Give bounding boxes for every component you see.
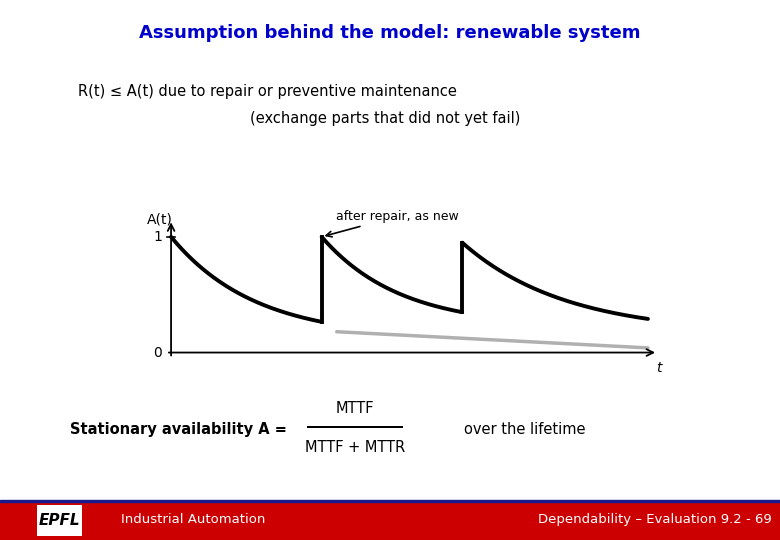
Text: A(t): A(t) [147,212,173,226]
Text: MTTF + MTTR: MTTF + MTTR [305,440,405,455]
Text: EPFL: EPFL [38,513,80,528]
Text: R(t) ≤ A(t) due to repair or preventive maintenance: R(t) ≤ A(t) due to repair or preventive … [78,84,457,99]
Text: 1: 1 [153,230,162,244]
Text: Dependability – Evaluation 9.2 - 69: Dependability – Evaluation 9.2 - 69 [538,513,772,526]
Text: Stationary availability A =: Stationary availability A = [70,422,292,437]
Text: Assumption behind the model: renewable system: Assumption behind the model: renewable s… [140,24,640,42]
Text: MTTF: MTTF [335,401,374,416]
Text: (exchange parts that did not yet fail): (exchange parts that did not yet fail) [250,111,520,126]
Text: after repair, as new: after repair, as new [326,210,459,237]
Text: t: t [656,361,661,375]
Text: Industrial Automation: Industrial Automation [121,513,265,526]
Text: over the lifetime: over the lifetime [464,422,586,437]
Text: 0: 0 [154,346,162,360]
